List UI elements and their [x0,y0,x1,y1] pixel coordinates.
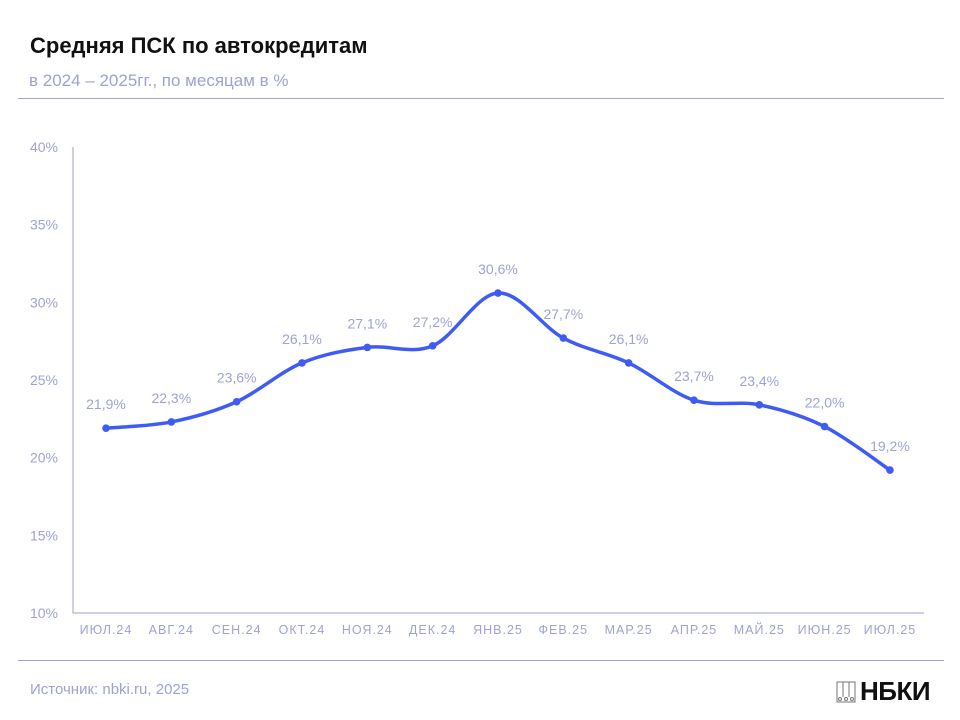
footer-divider [18,660,944,661]
chart-subtitle: в 2024 – 2025гг., по месяцам в % [29,71,289,90]
data-label: 26,1% [609,331,649,347]
data-point [363,343,372,352]
x-tick-label: МАР.25 [605,623,653,637]
y-tick-label: 20% [30,450,58,466]
data-label: 27,2% [413,314,453,330]
data-point [755,401,764,409]
nbki-logo-icon [836,681,856,702]
data-label: 27,7% [543,306,583,322]
x-tick-label: МАЙ.25 [734,622,785,637]
data-label: 27,1% [347,315,387,331]
data-point [102,424,110,432]
data-label: 23,6% [217,370,257,386]
data-label: 19,2% [870,438,910,454]
data-point [690,396,698,404]
header-divider [18,98,944,99]
chart-title: Средняя ПСК по автокредитам [30,33,368,58]
data-point [428,342,437,350]
y-tick-label: 40% [30,139,58,155]
source-note: Источник: nbki.ru, 2025 [30,681,190,698]
data-label: 21,9% [86,396,126,412]
data-point [559,334,568,342]
x-tick-label: ФЕВ.25 [539,623,589,637]
x-tick-label: ИЮЛ.25 [864,623,917,637]
data-point [624,359,633,367]
data-label: 26,1% [282,331,322,347]
data-point [886,466,894,474]
data-label: 23,4% [739,373,779,389]
x-tick-label: ИЮЛ.24 [80,623,133,637]
x-tick-label: АПР.25 [671,623,718,637]
y-tick-label: 15% [30,527,58,543]
x-tick-label: ДЕК.24 [409,623,456,637]
data-point [820,422,829,431]
data-label: 22,0% [805,395,845,411]
x-tick-label: ОКТ.24 [279,623,326,637]
data-point [494,289,502,297]
x-tick-label: ИЮН.25 [798,623,852,637]
data-point [232,397,241,406]
data-label: 23,7% [674,368,714,384]
nbki-logo: НБКИ [836,676,931,707]
y-tick-label: 10% [30,605,58,621]
x-tick-label: ЯНВ.25 [473,623,523,637]
data-point [298,359,306,367]
y-tick-label: 30% [30,294,58,310]
data-label: 22,3% [151,390,191,406]
data-point [167,418,176,426]
x-tick-label: СЕН.24 [212,623,262,637]
y-tick-label: 25% [30,372,58,388]
x-tick-label: АВГ.24 [149,623,194,637]
logo-text: НБКИ [860,676,931,706]
y-tick-label: 35% [30,217,58,233]
data-label: 30,6% [478,261,518,277]
x-tick-label: НОЯ.24 [342,623,393,637]
